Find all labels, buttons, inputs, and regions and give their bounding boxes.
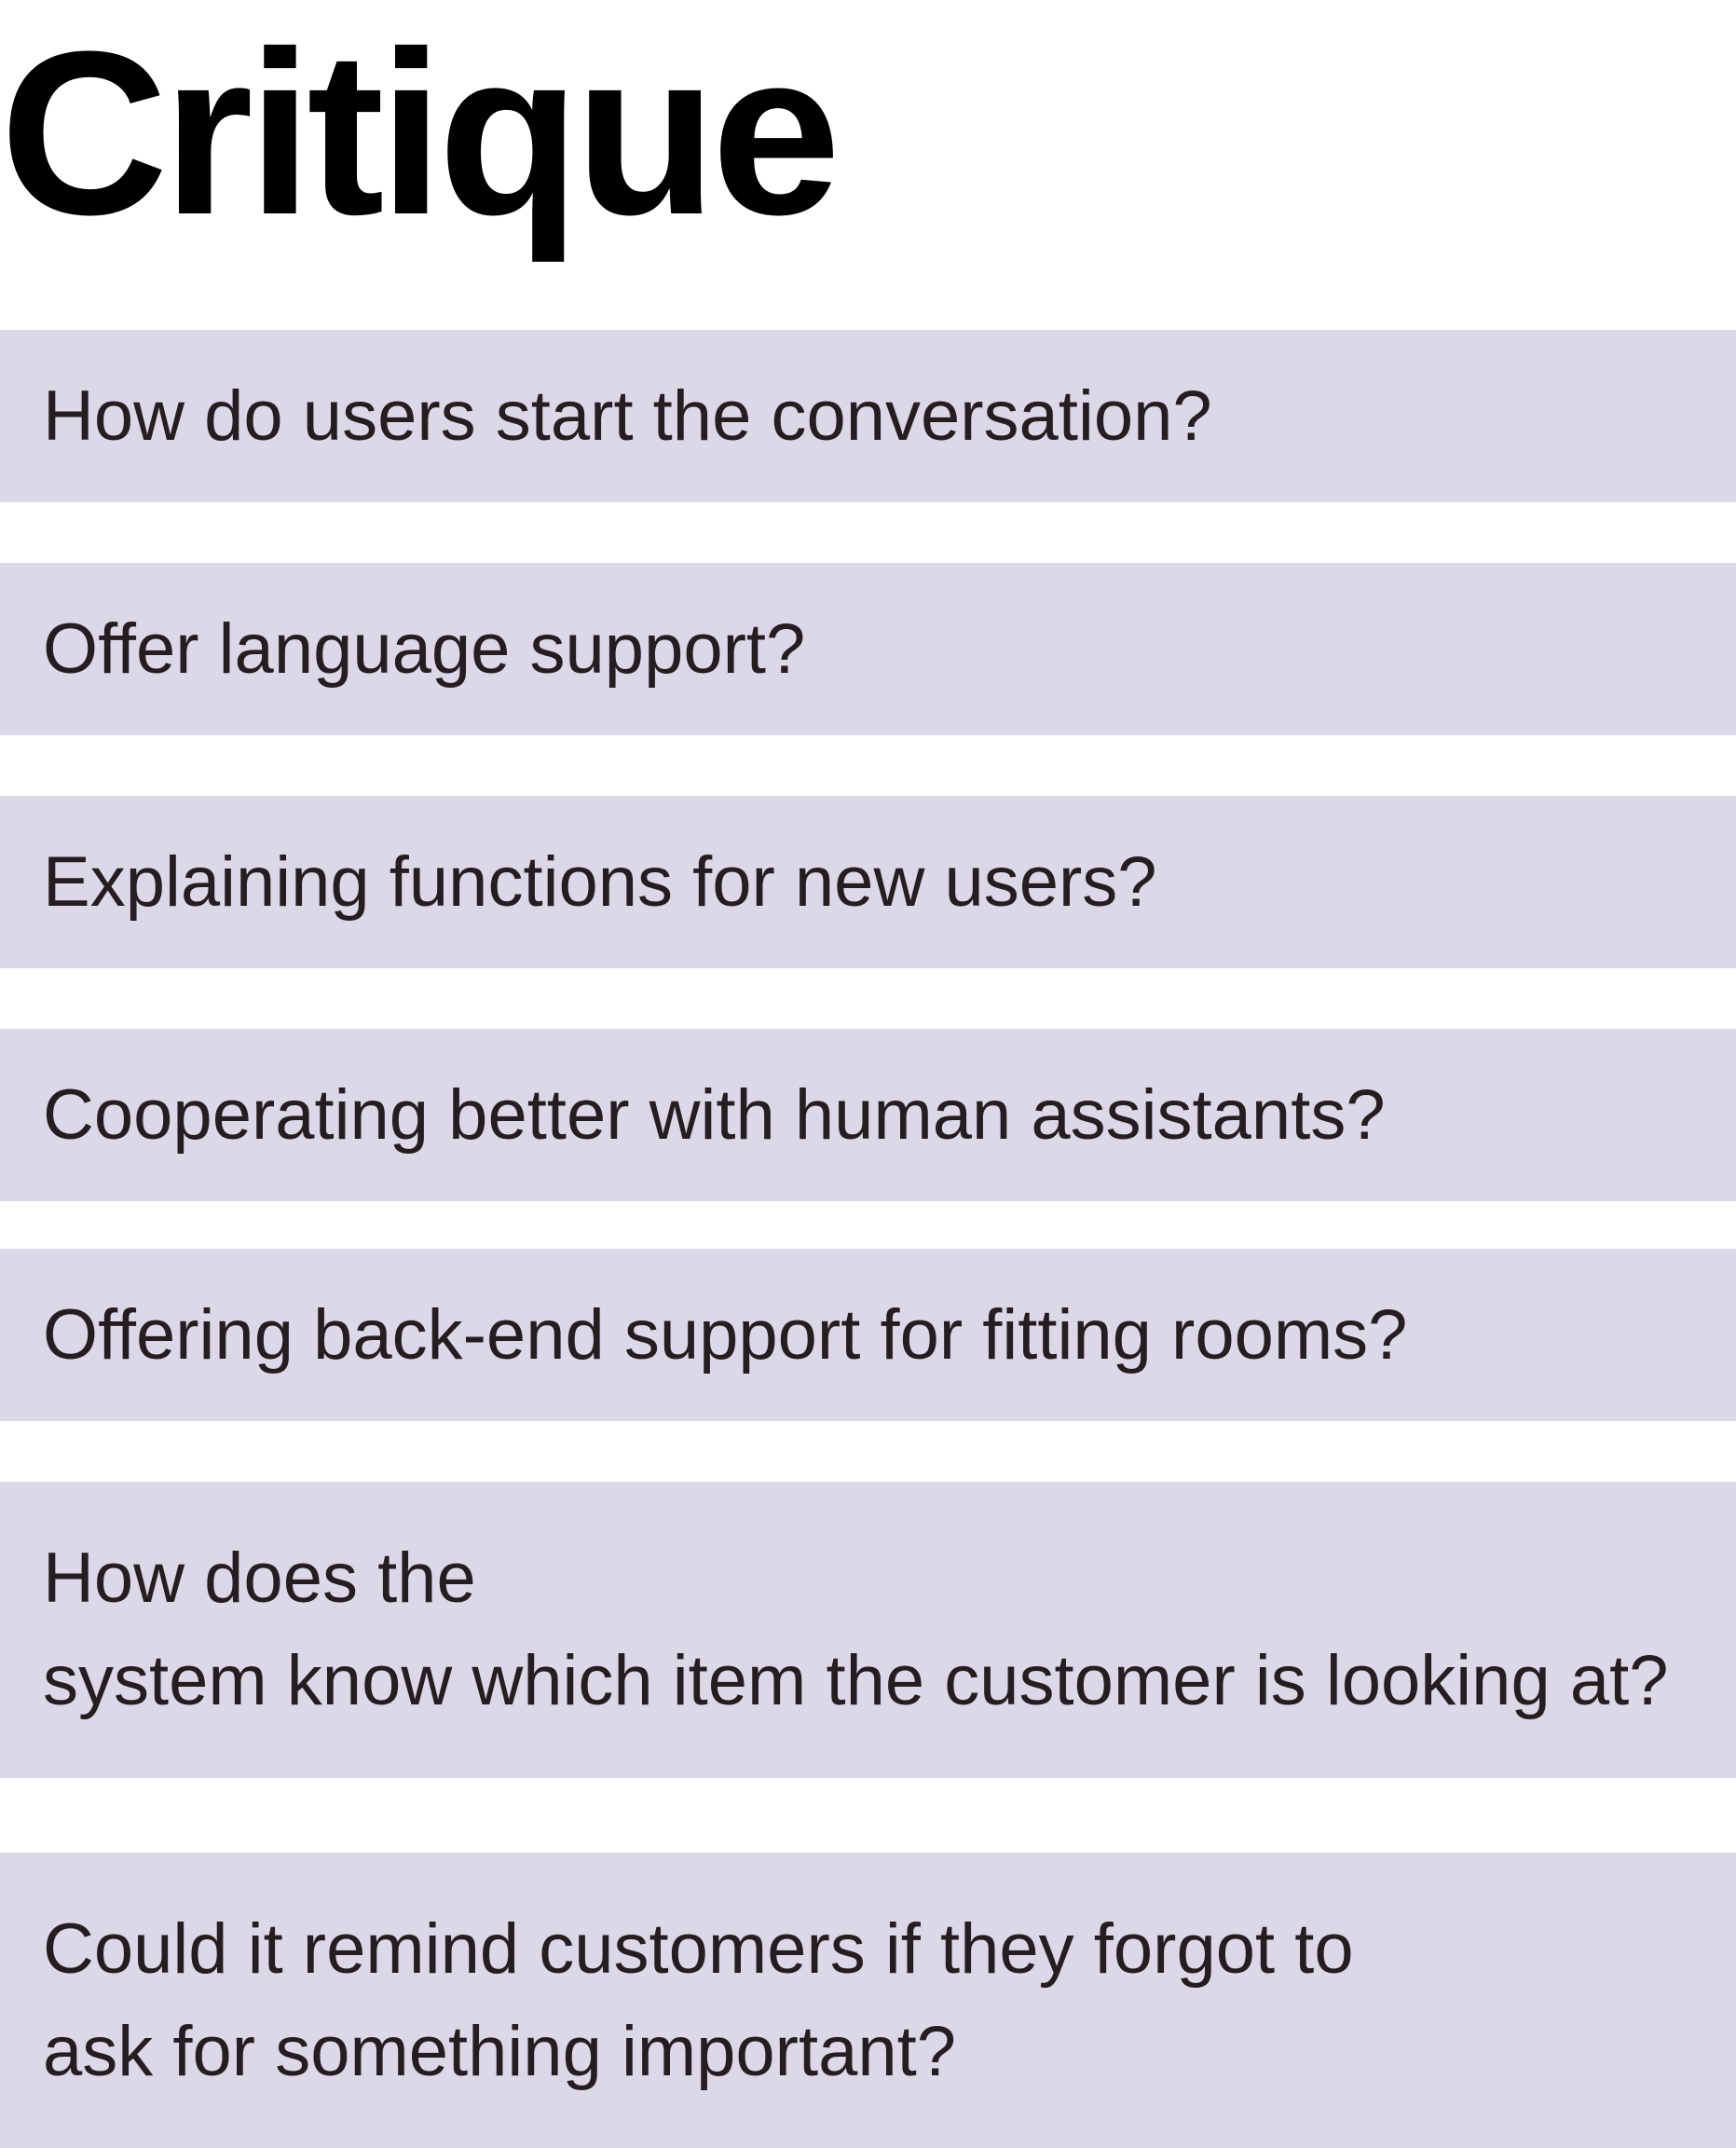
critique-card-fitting-rooms: Offering back-end support for fitting ro… [0,1249,1736,1421]
critique-card-conversation-start: How do users start the conversation? [0,330,1736,502]
critique-card-text: How do users start the conversation? [43,376,1212,456]
critique-card-item-detection: How does the system know which item the … [0,1482,1736,1778]
critique-card-text: Offer language support? [43,609,806,689]
critique-card-text: Cooperating better with human assistants… [43,1074,1386,1155]
page-title: Critique [0,3,841,263]
critique-card-text: How does the system know which item the … [43,1539,1669,1720]
critique-card-explaining-functions: Explaining functions for new users? [0,796,1736,968]
critique-card-reminders: Could it remind customers if they forgot… [0,1853,1736,2148]
critique-card-text: Offering back-end support for fitting ro… [43,1294,1408,1375]
critique-card-human-assistants: Cooperating better with human assistants… [0,1029,1736,1201]
critique-card-text: Explaining functions for new users? [43,841,1157,922]
critique-card-language-support: Offer language support? [0,563,1736,735]
critique-card-text: Could it remind customers if they forgot… [43,1909,1354,2091]
